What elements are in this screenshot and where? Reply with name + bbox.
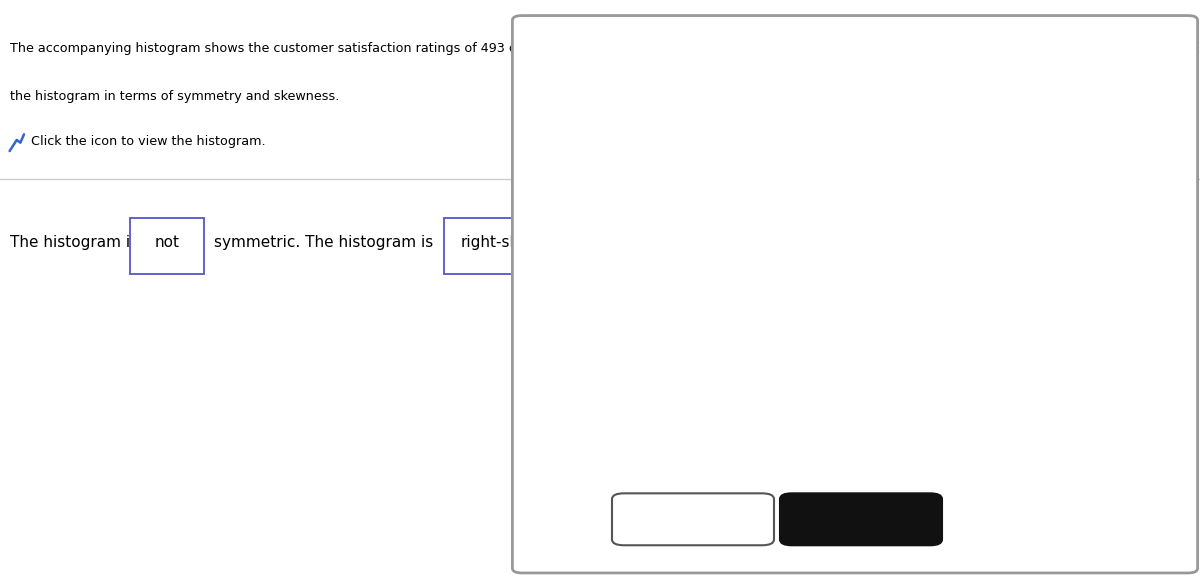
Bar xyxy=(979,195,1050,508)
FancyBboxPatch shape xyxy=(130,218,204,273)
Text: The histogram is: The histogram is xyxy=(10,235,138,250)
Text: Print: Print xyxy=(676,512,710,527)
Text: ×: × xyxy=(1158,27,1175,46)
Y-axis label: Frequency: Frequency xyxy=(569,290,582,351)
Text: Done: Done xyxy=(841,512,881,527)
Text: right-skewed.: right-skewed. xyxy=(461,235,565,250)
Text: –: – xyxy=(1129,27,1139,46)
FancyBboxPatch shape xyxy=(444,218,582,273)
Bar xyxy=(769,454,839,508)
Text: Histogram: Histogram xyxy=(694,71,816,95)
Text: Click the icon to view the histogram.: Click the icon to view the histogram. xyxy=(31,135,266,148)
Bar xyxy=(910,267,979,508)
Bar xyxy=(698,498,769,508)
Text: ⧉: ⧉ xyxy=(1120,279,1132,298)
X-axis label: Customer satisfaction rating: Customer satisfaction rating xyxy=(770,533,940,546)
Text: The accompanying histogram shows the customer satisfaction ratings of 493 custom: The accompanying histogram shows the cus… xyxy=(10,43,1200,55)
Text: symmetric. The histogram is: symmetric. The histogram is xyxy=(214,235,433,250)
Bar xyxy=(839,427,910,508)
Title: Customer Satisfaction Ratings: Customer Satisfaction Ratings xyxy=(755,114,955,128)
Text: the histogram in terms of symmetry and skewness.: the histogram in terms of symmetry and s… xyxy=(10,90,338,103)
Text: ⊕: ⊕ xyxy=(1117,175,1134,194)
Text: ⊖: ⊖ xyxy=(1117,227,1134,246)
Text: not: not xyxy=(155,235,179,250)
